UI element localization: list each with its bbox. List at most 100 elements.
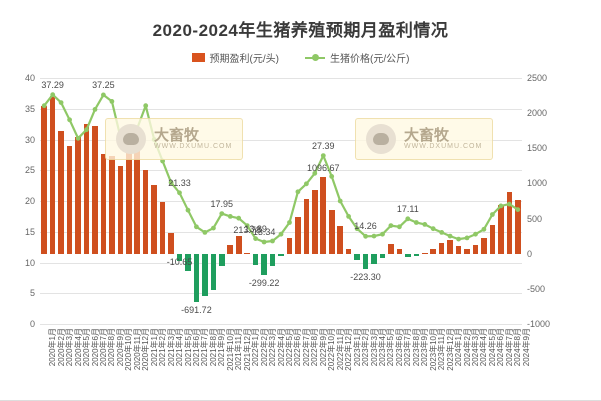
- bar-43: [405, 253, 411, 257]
- data-label: -223.30: [350, 272, 381, 283]
- gridline: [40, 78, 522, 79]
- data-label: 17.11: [396, 203, 419, 214]
- legend-item-line[interactable]: 生猪价格(元/公斤): [305, 50, 409, 65]
- bar-2: [58, 130, 64, 254]
- bar-8: [109, 156, 115, 254]
- bar-27: [269, 253, 276, 266]
- data-label: 17.95: [210, 198, 234, 209]
- watermark-left: 大畜牧 WWW.DXUMU.COM: [105, 118, 244, 160]
- y-tick-left: 0: [29, 319, 35, 329]
- bar-13: [151, 184, 157, 254]
- bar-51: [472, 245, 479, 254]
- legend-label-bar: 预期盈利(元/头): [209, 54, 279, 65]
- bar-33: [320, 176, 327, 254]
- bar-19: [202, 253, 208, 296]
- bar-9: [117, 165, 124, 254]
- bar-55: [506, 191, 513, 254]
- y-tick-left: 15: [24, 226, 35, 237]
- bar-14: [159, 202, 166, 254]
- watermark-sub: WWW.DXUMU.COM: [154, 143, 233, 151]
- bar-48: [447, 239, 453, 254]
- bar-1: [49, 95, 56, 254]
- bar-7: [100, 153, 107, 254]
- bar-24: [244, 253, 250, 254]
- gridline: [40, 324, 522, 325]
- bar-6: [92, 125, 98, 254]
- line-swatch-icon: [305, 53, 325, 62]
- bar-49: [455, 245, 462, 254]
- chart-title: 2020-2024年生猪养殖预期月盈利情况: [152, 21, 449, 40]
- bar-15: [168, 232, 174, 254]
- bar-3: [66, 146, 73, 254]
- data-label: 13.89: [244, 223, 267, 234]
- gridline: [40, 170, 522, 172]
- bar-47: [438, 243, 445, 254]
- bar-34: [328, 210, 335, 254]
- y-tick-right: 0: [527, 248, 533, 259]
- bar-11: [134, 149, 141, 254]
- legend-item-bar[interactable]: 预期盈利(元/头): [191, 50, 279, 65]
- bar-36: [345, 249, 352, 254]
- bar-10: [125, 149, 132, 254]
- bar-4: [75, 137, 81, 254]
- bar-53: [489, 224, 496, 254]
- bar-swatch-icon: [191, 53, 205, 62]
- legend-label-line: 生猪价格(元/公斤): [330, 54, 410, 65]
- x-axis: 2020年1月 2020年2月 2020年3月 2020年4月 2020年5月 2020年…: [40, 324, 531, 400]
- y-tick-right: 1000: [527, 178, 548, 189]
- bar-5: [83, 123, 90, 254]
- y-tick-left: 35: [24, 103, 35, 114]
- bar-56: [514, 200, 521, 254]
- bar-45: [421, 253, 428, 254]
- bar-23: [235, 236, 242, 254]
- plot-area: 37.29 37.25 21.33 17.95 13.89 13.34 27.39 14.26…: [40, 78, 522, 325]
- gridline: [40, 262, 522, 264]
- gridline: [40, 293, 522, 295]
- bar-32: [312, 190, 318, 254]
- watermark-title: 大畜牧: [154, 126, 200, 144]
- bar-35: [337, 225, 343, 254]
- y-tick-left: 30: [24, 134, 35, 145]
- bar-54: [498, 205, 504, 254]
- y-tick-left: 25: [24, 165, 35, 176]
- bar-28: [278, 253, 284, 256]
- y-tick-left: 40: [24, 73, 35, 83]
- bar-26: [261, 253, 267, 275]
- data-label: -299.22: [248, 277, 280, 288]
- price-line: [41, 92, 521, 245]
- bar-16: [176, 253, 183, 262]
- bar-12: [142, 170, 149, 254]
- y-tick-right: 2000: [527, 108, 548, 119]
- bar-30: [295, 217, 301, 254]
- chart-legend: 预期盈利(元/头) 生猪价格(元/公斤): [0, 50, 601, 65]
- bar-21: [219, 253, 225, 267]
- bar-52: [481, 237, 487, 254]
- y-tick-right: 500: [527, 213, 543, 224]
- gridline: [40, 139, 522, 141]
- y-axis-right: -1000 -500 0 500 1000 1500 2000 2500: [522, 73, 568, 329]
- y-axis-left: 0 5 10 15 20 25 30 35 40: [0, 73, 40, 329]
- data-label: -691.72: [181, 305, 212, 316]
- data-label: 27.39: [312, 140, 335, 151]
- watermark-right: 大畜牧 WWW.DXUMU.COM: [355, 118, 494, 160]
- bar-41: [388, 243, 394, 254]
- bar-31: [303, 198, 310, 254]
- bar-37: [354, 253, 360, 261]
- watermark-logo-icon: [366, 124, 396, 154]
- gridline: [40, 108, 522, 110]
- data-label: 1096.67: [306, 162, 340, 173]
- watermark-sub: WWW.DXUMU.COM: [404, 143, 483, 151]
- watermark-logo-icon: [116, 124, 146, 154]
- data-label: 13.34: [252, 226, 276, 237]
- bar-39: [371, 253, 377, 265]
- gridline: [40, 201, 522, 202]
- bar-42: [396, 249, 403, 254]
- bar-18: [193, 253, 200, 303]
- y-tick-left: 20: [24, 196, 35, 206]
- y-tick-right: -1000: [527, 319, 551, 329]
- bar-29: [286, 238, 293, 254]
- watermark-title: 大畜牧: [404, 126, 450, 144]
- y-tick-right: 1500: [527, 143, 548, 154]
- x-tick-label: 2024年9月: [521, 328, 531, 367]
